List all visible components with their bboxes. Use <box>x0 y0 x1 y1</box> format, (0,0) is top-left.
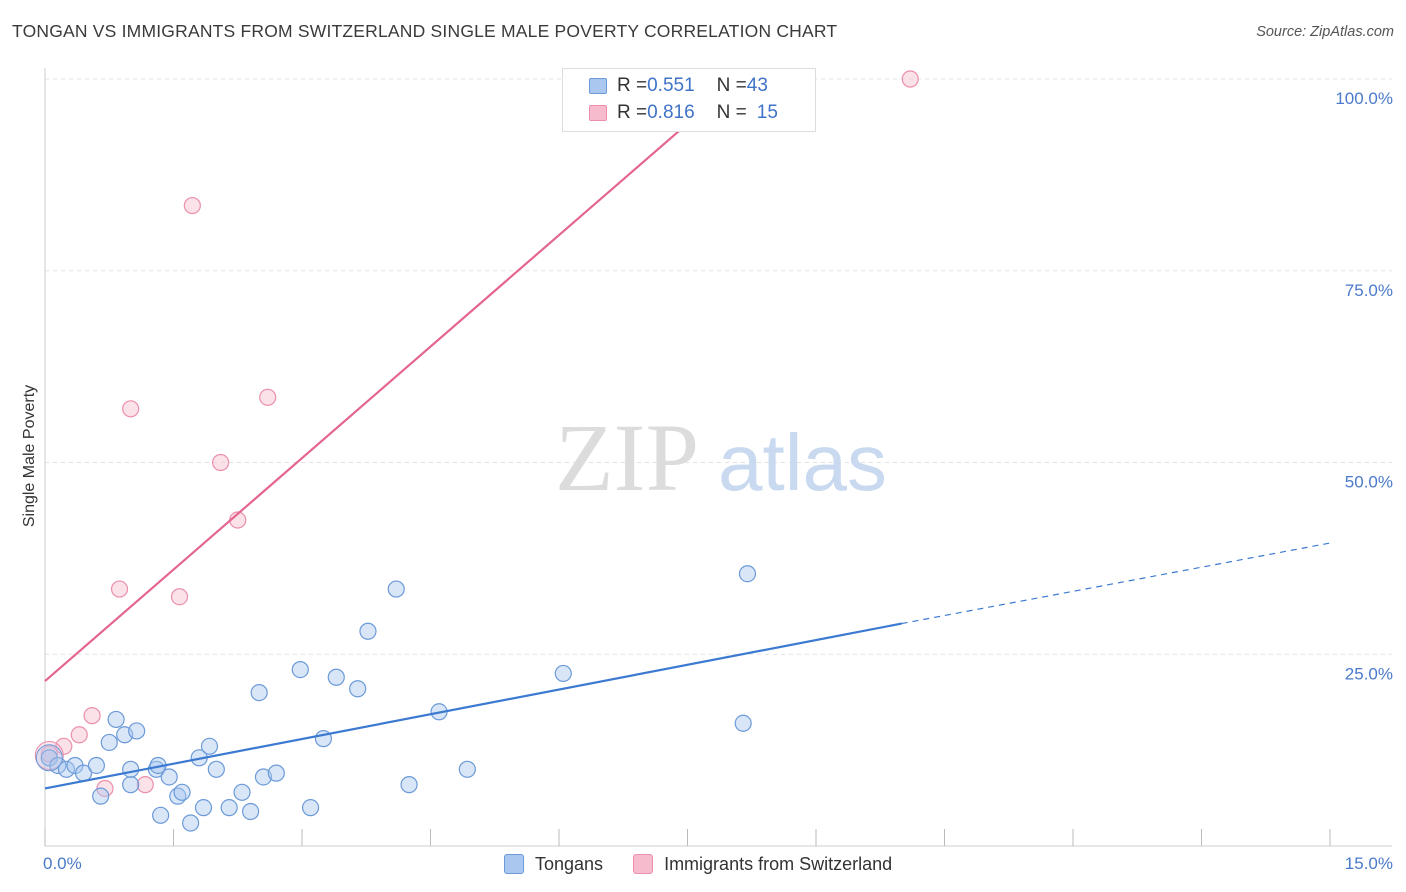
data-point <box>267 764 285 782</box>
n-label: N = <box>716 75 747 96</box>
data-point <box>327 668 345 686</box>
legend-label-switzerland: Immigrants from Switzerland <box>664 853 893 874</box>
data-point <box>152 806 170 824</box>
legend-swatch-pink <box>633 854 654 874</box>
n-value: 15 <box>756 102 778 123</box>
data-point <box>291 660 309 679</box>
data-point <box>200 737 219 755</box>
data-point <box>107 710 125 729</box>
data-point <box>233 783 251 801</box>
data-point <box>349 680 367 698</box>
trend-lines <box>44 78 1331 790</box>
data-point <box>734 714 752 732</box>
data-point <box>87 756 106 775</box>
stats-legend-row-tongans: R = 0.551 N = 43 <box>589 74 768 98</box>
watermark-atlas: atlas <box>718 418 887 507</box>
n-label: N = <box>716 102 747 123</box>
data-point <box>242 802 260 821</box>
data-point <box>250 683 268 702</box>
data-point <box>220 799 238 817</box>
data-point <box>212 453 230 472</box>
data-point <box>254 768 273 786</box>
legend-item-switzerland: Immigrants from Switzerland <box>633 854 892 875</box>
data-point <box>92 787 110 805</box>
data-point <box>182 814 200 832</box>
data-point <box>359 622 377 640</box>
legend-label-tongans: Tongans <box>535 853 604 874</box>
trend-line-switzerland <box>44 78 740 682</box>
data-point <box>110 580 129 598</box>
legend-swatch-blue <box>504 854 524 874</box>
stats-legend-row-switzerland: R = 0.816 N = 15 <box>589 101 778 125</box>
data-point <box>128 722 146 740</box>
r-value: 0.816 <box>647 102 695 123</box>
watermark: ZIP atlas <box>555 404 887 511</box>
data-point <box>57 760 76 778</box>
series-tongans-points <box>35 565 757 832</box>
r-label: R = <box>617 75 648 96</box>
data-point <box>554 664 572 683</box>
source-label: Source: ZipAtlas.com <box>1256 24 1394 40</box>
data-point <box>83 707 101 725</box>
series-legend: Tongans Immigrants from Switzerland <box>504 852 922 876</box>
y-tick-label: 75.0% <box>1345 281 1393 300</box>
data-point <box>40 745 58 763</box>
data-point <box>122 760 140 778</box>
n-value: 43 <box>746 75 768 96</box>
data-point <box>387 580 405 598</box>
x-tick-label: 0.0% <box>43 854 82 873</box>
chart-title: TONGAN VS IMMIGRANTS FROM SWITZERLAND SI… <box>12 21 838 41</box>
data-point <box>301 799 320 817</box>
data-point <box>738 565 757 583</box>
legend-swatch-pink <box>589 105 607 121</box>
watermark-zip: ZIP <box>555 404 699 511</box>
data-point <box>70 726 88 744</box>
y-tick-label: 50.0% <box>1345 473 1393 492</box>
grid-lines <box>45 78 1392 655</box>
data-point <box>100 733 118 752</box>
r-label: R = <box>617 102 648 123</box>
data-point <box>183 196 201 215</box>
data-point <box>259 388 277 406</box>
y-axis-label: Single Male Poverty <box>21 385 38 527</box>
y-tick-label: 25.0% <box>1345 664 1393 683</box>
axes <box>44 68 1392 847</box>
data-point <box>901 70 919 88</box>
tick-labels: 25.0% 50.0% 75.0% 100.0% 0.0% 15.0% <box>43 89 1393 873</box>
data-point <box>194 799 213 817</box>
data-point <box>122 776 140 794</box>
r-value: 0.551 <box>647 75 695 96</box>
legend-item-tongans: Tongans <box>504 854 603 875</box>
data-point <box>458 760 476 778</box>
x-tick-label: 15.0% <box>1345 854 1393 873</box>
y-tick-label: 100.0% <box>1335 89 1393 108</box>
legend-swatch-blue <box>589 78 607 94</box>
trend-line-tongans <box>44 622 902 790</box>
data-point <box>136 776 154 794</box>
data-point <box>170 588 189 606</box>
stats-legend: R = 0.551 N = 43 R = 0.816 N = 15 <box>562 68 816 132</box>
data-point <box>400 776 418 794</box>
trend-line-tongans-extension <box>901 542 1331 625</box>
data-point <box>173 783 191 801</box>
data-point <box>122 400 140 418</box>
cluster-point <box>35 744 63 772</box>
data-point <box>207 760 225 778</box>
data-point <box>160 768 178 786</box>
